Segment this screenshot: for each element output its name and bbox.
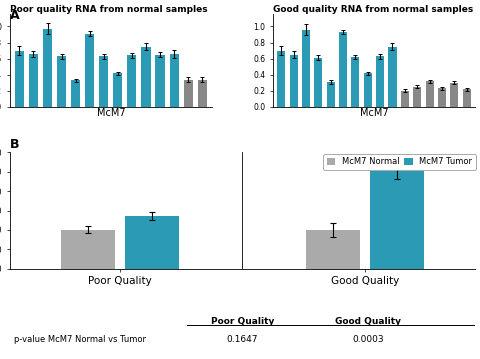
Bar — [290, 55, 298, 107]
Bar — [314, 58, 323, 107]
Text: Good quality RNA from normal samples: Good quality RNA from normal samples — [273, 5, 473, 14]
Bar — [302, 30, 310, 107]
Text: Poor quality RNA from normal samples: Poor quality RNA from normal samples — [10, 5, 207, 14]
Bar — [463, 89, 470, 107]
Bar — [85, 34, 94, 107]
Text: Good Quality: Good Quality — [335, 317, 401, 326]
Bar — [57, 56, 66, 107]
Bar — [29, 54, 38, 107]
Text: 0.0003: 0.0003 — [352, 335, 384, 344]
Bar — [156, 55, 165, 107]
Bar — [43, 29, 52, 107]
Text: B: B — [10, 138, 19, 151]
Bar — [376, 56, 384, 107]
Bar — [125, 216, 179, 269]
Bar — [351, 57, 360, 107]
Bar — [438, 88, 446, 107]
Text: A: A — [10, 9, 19, 22]
Bar — [277, 51, 286, 107]
Text: 0.1647: 0.1647 — [227, 335, 258, 344]
Bar — [339, 32, 347, 107]
Bar — [183, 80, 192, 107]
Bar — [142, 47, 151, 107]
X-axis label: McM7: McM7 — [96, 108, 125, 118]
Bar — [413, 87, 421, 107]
Text: p-value McM7 Normal vs Tumor: p-value McM7 Normal vs Tumor — [14, 335, 146, 344]
Bar — [198, 80, 207, 107]
Bar — [388, 47, 396, 107]
Text: Poor Quality: Poor Quality — [211, 317, 274, 326]
Bar — [327, 82, 335, 107]
Bar — [401, 91, 409, 107]
Bar — [169, 54, 179, 107]
Bar — [99, 56, 108, 107]
Bar — [450, 83, 458, 107]
Bar — [127, 55, 136, 107]
Legend: McM7 Normal, McM7 Tumor: McM7 Normal, McM7 Tumor — [324, 154, 476, 170]
Bar — [61, 229, 115, 269]
Bar — [15, 51, 24, 107]
Bar — [306, 229, 360, 269]
Bar — [113, 73, 122, 107]
Bar — [364, 73, 372, 107]
X-axis label: McM7: McM7 — [360, 108, 388, 118]
Bar — [370, 171, 424, 269]
Bar — [71, 80, 80, 107]
Bar — [425, 81, 433, 107]
